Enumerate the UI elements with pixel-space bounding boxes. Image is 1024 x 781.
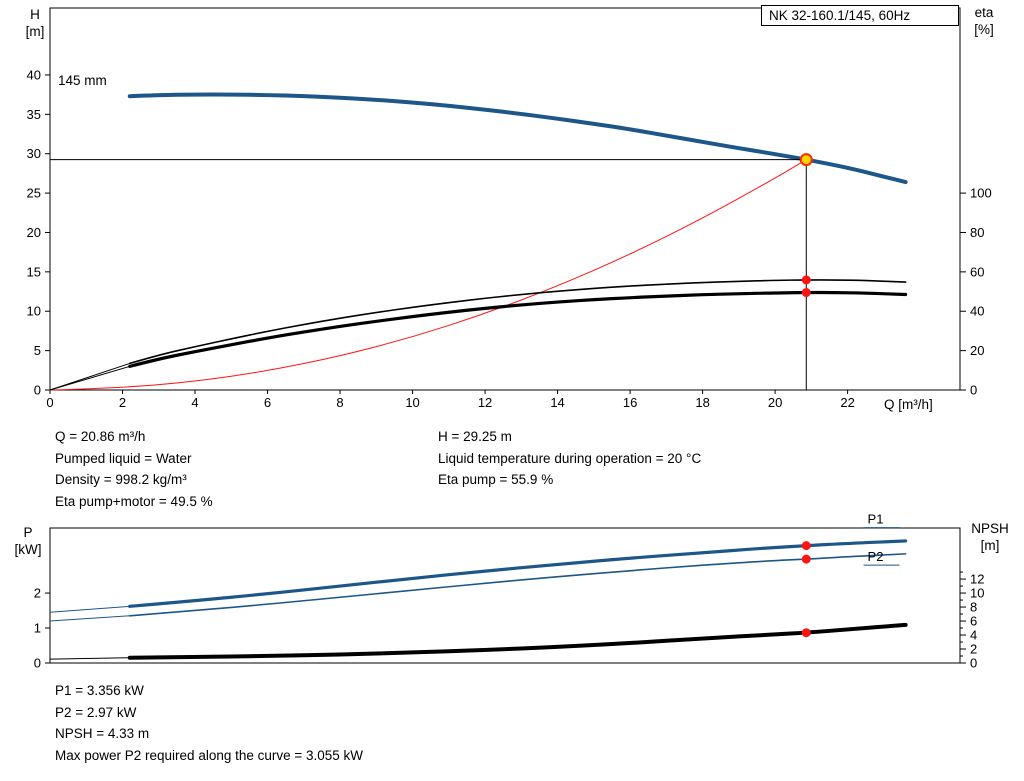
y-right-tick-label: 8 — [970, 600, 977, 615]
y-right-tick-label: 20 — [970, 343, 984, 358]
info-line: P1 = 3.356 kW — [55, 683, 144, 698]
x-tick-label: 12 — [478, 395, 492, 410]
p1-power-curve — [128, 539, 908, 608]
impeller-diameter-label: 145 mm — [58, 73, 107, 88]
x-tick-label: 22 — [840, 395, 854, 410]
y-left-tick-label: 0 — [34, 656, 41, 671]
curve-value-dot — [801, 628, 811, 638]
curve-label-p2: P2 — [868, 549, 884, 564]
axis-label-line: NPSH — [971, 521, 1009, 536]
axis-label-line: H — [30, 7, 40, 22]
x-tick-label: 18 — [695, 395, 709, 410]
head-capacity-chart: 0 2 4 6 8 10 12 14 16 18 20 22 0 5 10 15 20 25 30 35 40 0 20 40… — [27, 7, 992, 410]
axis-label-line: eta — [974, 5, 994, 20]
h-axis-label: H [m] — [16, 6, 54, 40]
duty-point-marker — [799, 153, 813, 167]
x-tick-label: 2 — [119, 395, 126, 410]
p2-power-curve — [128, 553, 907, 617]
y-right-tick-label: 2 — [970, 642, 977, 657]
y-right-tick-label: 12 — [970, 572, 984, 587]
info-line: P2 = 2.97 kW — [55, 704, 137, 720]
y-left-tick-label: 25 — [27, 186, 41, 201]
info-line: Liquid temperature during operation = 20… — [438, 450, 702, 466]
y-left-tick-label: 0 — [34, 383, 41, 398]
info-line: H = 29.25 m — [438, 429, 512, 444]
curve-value-dot — [801, 541, 811, 551]
y-left-tick-label: 1 — [34, 621, 41, 636]
y-right-tick-label: 0 — [970, 656, 977, 671]
x-tick-label: 16 — [623, 395, 637, 410]
y-right-tick-label: 0 — [970, 383, 977, 398]
info-line: Eta pump+motor = 49.5 % — [55, 493, 213, 509]
plot-frame — [49, 7, 961, 391]
y-right-tick-label: 40 — [970, 304, 984, 319]
axis-label-line: [kW] — [14, 542, 42, 557]
p1-power-lead — [49, 605, 130, 613]
info-line: Q = 20.86 m³/h — [55, 429, 146, 444]
x-tick-label: 8 — [336, 395, 343, 410]
duty-info-left: Q = 20.86 m³/h Pumped liquid = Water Densi… — [55, 426, 425, 512]
curve-value-dot — [801, 288, 811, 298]
p2-power-lead — [49, 615, 130, 622]
y-left-tick-label: 40 — [27, 67, 41, 82]
eta-axis-label: eta [%] — [962, 4, 1006, 38]
x-tick-label: 20 — [768, 395, 782, 410]
npsh-curve-lead — [49, 657, 130, 660]
curve-value-dot — [801, 554, 811, 564]
info-line: Pumped liquid = Water — [55, 450, 192, 466]
curve-value-dot — [801, 275, 811, 285]
info-line: NPSH = 4.33 m — [55, 726, 150, 741]
npsh-curve-curve — [127, 622, 908, 660]
plot-frame — [49, 527, 961, 664]
curve-label-p1: P1 — [868, 512, 884, 527]
y-right-tick-label: 80 — [970, 225, 984, 240]
x-tick-label: 6 — [264, 395, 271, 410]
duty-info-right: H = 29.25 m Liquid temperature during ope… — [438, 426, 858, 491]
y-right-tick-label: 100 — [970, 186, 992, 201]
axis-label-line: [m] — [980, 538, 1000, 553]
info-line: Max power P2 required along the curve = … — [55, 747, 364, 763]
x-tick-label: 4 — [191, 395, 198, 410]
pump-title-box: NK 32-160.1/145, 60Hz — [761, 5, 959, 26]
x-tick-label: 10 — [405, 395, 419, 410]
system-curve-curve — [49, 159, 807, 391]
q-axis-label: Q [m³/h] — [884, 397, 933, 412]
eta-pump-curve — [128, 279, 907, 365]
y-right-tick-label: 60 — [970, 264, 984, 279]
y-right-tick-label: 6 — [970, 614, 977, 629]
axis-label-line: [%] — [974, 22, 994, 37]
head-curve-145mm-curve — [127, 92, 908, 185]
axis-label-line: [m] — [25, 24, 45, 39]
y-left-tick-label: 15 — [27, 264, 41, 279]
info-line: Eta pump = 55.9 % — [438, 472, 554, 487]
eta-pump-motor-lead — [49, 365, 130, 391]
y-right-tick-label: 4 — [970, 628, 977, 643]
p-axis-label: P [kW] — [6, 524, 50, 558]
y-left-tick-label: 10 — [27, 304, 41, 319]
axis-label-line: P — [23, 525, 33, 540]
y-left-tick-label: 30 — [27, 146, 41, 161]
info-line: Density = 998.2 kg/m³ — [55, 472, 187, 487]
y-right-tick-label: 10 — [970, 586, 984, 601]
x-tick-label: 14 — [550, 395, 564, 410]
power-npsh-info: P1 = 3.356 kW P2 = 2.97 kW NPSH = 4.33 m Ma… — [55, 680, 535, 766]
x-tick-label: 0 — [46, 395, 53, 410]
npsh-axis-label: NPSH [m] — [962, 520, 1018, 554]
y-left-tick-label: 2 — [34, 586, 41, 601]
y-left-tick-label: 35 — [27, 107, 41, 122]
eta-pump-motor-curve — [128, 290, 908, 368]
y-left-tick-label: 5 — [34, 343, 41, 358]
y-left-tick-label: 20 — [27, 225, 41, 240]
